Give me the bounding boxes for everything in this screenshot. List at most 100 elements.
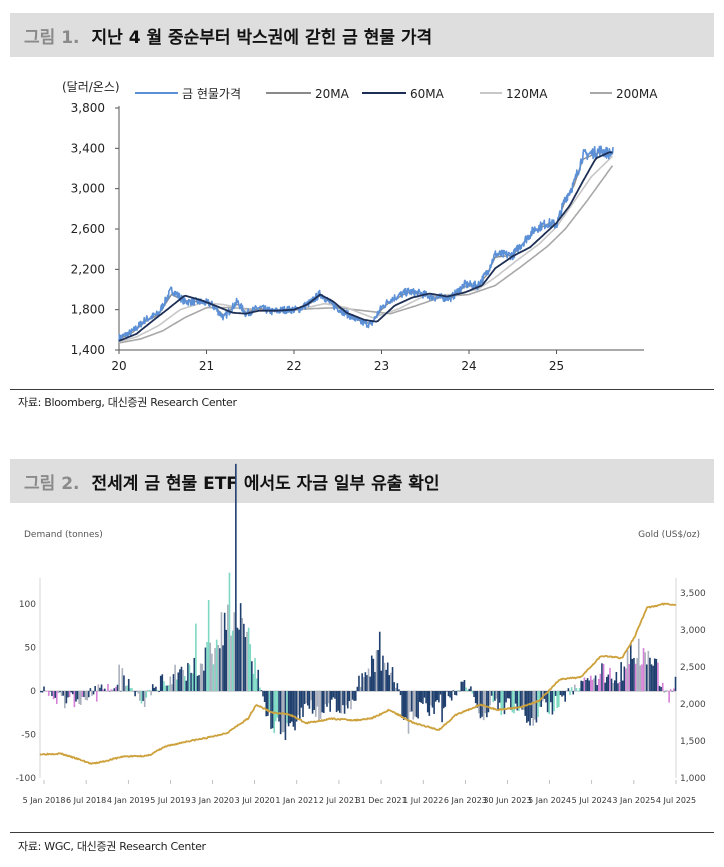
flow-bar <box>137 691 140 694</box>
flow-bar <box>190 672 192 692</box>
flow-bar <box>79 691 82 705</box>
flow-bar <box>401 691 403 718</box>
flow-bar <box>658 685 661 692</box>
flow-bar <box>251 661 253 692</box>
flow-bar <box>171 684 173 692</box>
gold-price-line <box>39 602 677 765</box>
flow-bar <box>270 691 272 729</box>
flow-bar <box>91 691 93 696</box>
flow-bar <box>588 680 590 692</box>
flow-bar <box>65 691 68 704</box>
flow-bar <box>44 691 47 692</box>
figure2-source: 자료: WGC, 대신증권 Research Center <box>18 840 206 853</box>
flow-bar <box>657 662 659 692</box>
flow-bar <box>636 658 638 692</box>
flow-bar <box>177 672 180 692</box>
flow-bar <box>68 691 71 697</box>
y-tick-label-left: 0 <box>30 687 36 697</box>
flow-bar <box>231 630 234 692</box>
flow-bar <box>514 691 517 704</box>
flow-bar <box>267 691 269 716</box>
flow-bar <box>236 627 239 692</box>
flow-bar <box>225 629 228 692</box>
flow-bar <box>609 667 611 692</box>
flow-bar <box>661 682 664 692</box>
flow-bar <box>607 674 610 692</box>
flow-bar <box>67 691 69 698</box>
flow-bar <box>508 691 511 699</box>
flow-bar <box>118 664 120 692</box>
flow-bar <box>494 691 496 701</box>
flow-bar <box>54 691 56 698</box>
flow-bar <box>394 687 397 692</box>
flow-bar <box>374 671 376 692</box>
flow-bar <box>196 675 199 692</box>
flow-bar <box>596 685 598 692</box>
flow-bar <box>241 617 244 692</box>
flow-bar <box>49 691 52 692</box>
flow-bar <box>158 691 160 693</box>
flow-bar <box>203 670 205 692</box>
flow-bar <box>350 691 352 710</box>
flow-bar <box>567 688 570 692</box>
flow-bar <box>51 691 53 697</box>
flow-bar <box>292 691 295 727</box>
flow-bar <box>95 691 98 702</box>
flow-bar <box>564 691 566 702</box>
flow-bar <box>92 691 95 695</box>
flow-bar <box>570 687 573 692</box>
flow-bar <box>199 663 202 692</box>
series-line <box>118 165 614 344</box>
flow-bar <box>652 665 654 692</box>
flow-bar <box>578 688 581 692</box>
flow-bar <box>47 691 50 696</box>
flow-bar <box>369 676 371 692</box>
flow-bar <box>175 679 178 692</box>
flow-bar <box>163 681 165 692</box>
flow-bar <box>506 691 509 699</box>
flow-bar <box>580 680 582 692</box>
flow-bar <box>174 664 176 692</box>
flow-bar <box>353 691 355 701</box>
flow-bar <box>249 644 252 692</box>
flow-bar <box>409 691 411 712</box>
flow-bar <box>143 691 146 707</box>
flow-bar <box>227 604 229 692</box>
flow-bar <box>406 691 408 720</box>
flow-bar <box>412 691 415 720</box>
flow-bar <box>527 691 530 722</box>
flow-bar <box>187 663 189 692</box>
flow-bar <box>102 689 104 692</box>
flow-bar <box>167 685 170 692</box>
flow-bar <box>129 688 132 692</box>
flow-bar <box>388 675 391 692</box>
flow-bar <box>209 642 212 692</box>
flow-bar <box>204 647 207 692</box>
flow-bar <box>439 691 442 695</box>
figure1-header: 그림 1. 지난 4 월 중순부터 박스권에 갇힌 금 현물 가격 <box>10 13 714 57</box>
flow-bar <box>354 691 357 701</box>
flow-bar <box>586 678 589 692</box>
flow-bar <box>546 691 549 713</box>
flow-bar <box>299 691 301 720</box>
flow-bar <box>255 678 258 692</box>
flow-bar <box>489 691 491 706</box>
flow-bar <box>211 653 213 692</box>
flow-bar <box>380 670 383 692</box>
flow-bar <box>75 691 77 702</box>
figure2-title: 전세계 금 현물 ETF 에서도 자금 일부 유출 확인 <box>91 473 440 494</box>
flow-bar <box>364 672 367 692</box>
flow-bar <box>370 655 373 692</box>
x-tick-label: 5 Jan 2018 <box>23 796 66 805</box>
flow-bar <box>307 691 309 706</box>
x-tick-label: 30 Jun 2023 <box>483 796 531 805</box>
flow-bar <box>123 675 125 692</box>
flow-bar <box>618 682 621 692</box>
flow-bar <box>148 689 151 692</box>
flow-bar <box>351 691 354 700</box>
flow-bar <box>212 664 215 692</box>
flow-bar <box>332 691 335 698</box>
flow-bar <box>490 691 493 696</box>
flow-bar <box>87 691 90 698</box>
flow-bar <box>182 669 184 692</box>
